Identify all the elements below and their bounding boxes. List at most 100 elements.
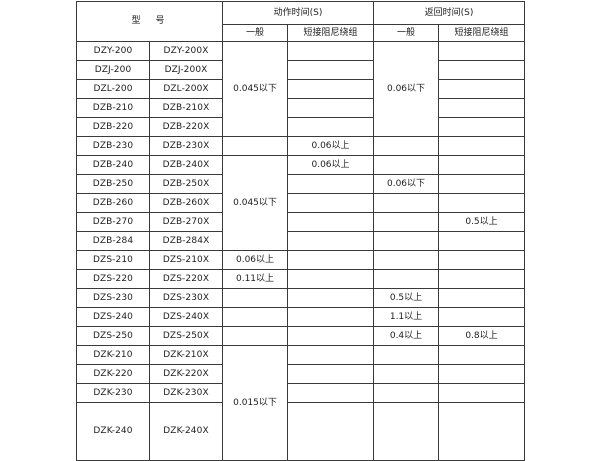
- cell-model-base: DZB-210: [76, 98, 150, 118]
- column-header-action-time: 动作时间(S): [222, 1, 375, 25]
- table-row: DZK-210 DZK-210X 0.015以下: [76, 345, 526, 461]
- cell-return-general: [373, 250, 440, 270]
- table-row: DZB-270 DZB-270X 0.5以上: [76, 212, 526, 232]
- table-header: 型 号 动作时间(S) 返回时间(S) 一般 短接阻尼绕组 一般 短接阻尼绕组: [75, 1, 526, 42]
- cell-model-base: DZB-230: [76, 136, 150, 156]
- cell-action-damping: [287, 402, 375, 461]
- cell-action-damping: [287, 174, 375, 194]
- cell-model-variant: DZB-284X: [148, 231, 224, 251]
- cell-model-base: DZB-250: [76, 174, 150, 194]
- cell-action-damping: [287, 250, 375, 270]
- cell-return-damping: [438, 307, 526, 327]
- cell-model-variant: DZB-250X: [148, 174, 224, 194]
- table-row: DZS-240 DZS-240X 1.1以上: [76, 307, 526, 327]
- table-row: DZB-240 DZB-240X 0.045以下 0.06以上: [76, 155, 526, 251]
- cell-return-general: [373, 345, 440, 365]
- table-row: DZB-230 DZB-230X 0.06以上: [76, 136, 526, 156]
- cell-model-base: DZY-200: [76, 41, 150, 61]
- cell-action-damping: [287, 117, 375, 137]
- cell-return-damping: [438, 250, 526, 270]
- cell-return-general: [373, 269, 440, 289]
- column-header-model: 型 号: [75, 1, 224, 42]
- cell-return-damping: [438, 402, 526, 461]
- cell-model-variant: DZB-210X: [148, 98, 224, 118]
- cell-model-base: DZS-250: [76, 326, 150, 346]
- cell-action-damping: [287, 79, 375, 99]
- cell-model-base: DZS-220: [76, 269, 150, 289]
- cell-return-general: 0.06以下: [373, 41, 440, 137]
- cell-return-damping: [438, 174, 526, 194]
- cell-action-general: [222, 326, 289, 346]
- cell-model-variant: DZK-220X: [148, 364, 224, 384]
- cell-model-variant: DZS-240X: [148, 307, 224, 327]
- cell-model-base: DZK-220: [76, 364, 150, 384]
- relay-timing-table: 型 号 动作时间(S) 返回时间(S) 一般 短接阻尼绕组 一般 短接阻尼绕组 …: [75, 1, 526, 461]
- cell-return-general: 1.1以上: [373, 307, 440, 327]
- column-header-action-general: 一般: [222, 24, 289, 42]
- table-row: DZB-250 DZB-250X 0.06以下: [76, 174, 526, 194]
- table-row: DZS-210 DZS-210X 0.06以上: [76, 250, 526, 270]
- cell-model-variant: DZL-200X: [148, 79, 224, 99]
- cell-return-general: 0.4以上: [373, 326, 440, 346]
- table-row: DZB-260 DZB-260X: [76, 193, 526, 213]
- cell-action-damping: 0.06以上: [287, 155, 375, 175]
- cell-model-base: DZB-240: [76, 155, 150, 175]
- cell-return-general: [373, 136, 440, 156]
- cell-model-base: DZB-270: [76, 212, 150, 232]
- cell-model-base: DZK-210: [76, 345, 150, 365]
- cell-action-damping: [287, 193, 375, 213]
- cell-return-damping: [438, 364, 526, 384]
- cell-model-base: DZB-260: [76, 193, 150, 213]
- cell-return-general: [373, 231, 440, 251]
- cell-action-damping: 0.06以上: [287, 136, 375, 156]
- cell-action-damping: [287, 288, 375, 308]
- cell-action-general: 0.045以下: [222, 155, 289, 251]
- cell-action-general: 0.06以上: [222, 250, 289, 270]
- cell-model-variant: DZS-210X: [148, 250, 224, 270]
- cell-return-general: [373, 193, 440, 213]
- cell-action-general: 0.015以下: [222, 345, 289, 461]
- table-row: DZB-220 DZB-220X: [76, 117, 526, 137]
- column-header-return-time: 返回时间(S): [373, 1, 526, 25]
- table-row: DZS-220 DZS-220X 0.11以上: [76, 269, 526, 289]
- cell-action-damping: [287, 364, 375, 384]
- cell-model-variant: DZB-260X: [148, 193, 224, 213]
- cell-return-damping: [438, 79, 526, 99]
- cell-return-general: 0.06以下: [373, 174, 440, 194]
- cell-return-general: [373, 364, 440, 384]
- cell-model-variant: DZB-240X: [148, 155, 224, 175]
- table-row: DZK-220 DZK-220X: [76, 364, 526, 384]
- column-header-return-damping: 短接阻尼绕组: [438, 24, 526, 42]
- table-body: DZY-200 DZY-200X 0.045以下 0.06以下 DZJ-200 DZJ-2…: [76, 41, 526, 461]
- cell-model-variant: DZS-230X: [148, 288, 224, 308]
- cell-return-damping: [438, 60, 526, 80]
- table-row: DZB-284 DZB-284X: [76, 231, 526, 251]
- cell-return-damping: [438, 117, 526, 137]
- cell-return-damping: 0.5以上: [438, 212, 526, 232]
- cell-model-variant: DZK-210X: [148, 345, 224, 365]
- table-row: DZS-230 DZS-230X 0.5以上: [76, 288, 526, 308]
- cell-action-general: [222, 288, 289, 308]
- table-row: DZK-240 DZK-240X: [76, 402, 526, 461]
- cell-action-damping: [287, 41, 375, 61]
- cell-model-variant: DZB-220X: [148, 117, 224, 137]
- cell-model-variant: DZS-250X: [148, 326, 224, 346]
- cell-return-general: [373, 212, 440, 232]
- column-header-action-damping: 短接阻尼绕组: [287, 24, 375, 42]
- cell-model-base: DZS-210: [76, 250, 150, 270]
- cell-action-damping: [287, 60, 375, 80]
- datasheet-page: 型 号 动作时间(S) 返回时间(S) 一般 短接阻尼绕组 一般 短接阻尼绕组 …: [75, 1, 526, 461]
- cell-model-variant: DZK-240X: [148, 402, 224, 461]
- cell-return-damping: [438, 345, 526, 365]
- table-row: DZB-210 DZB-210X: [76, 98, 526, 118]
- cell-return-damping: [438, 98, 526, 118]
- table-row: DZY-200 DZY-200X 0.045以下 0.06以下: [76, 41, 526, 137]
- cell-model-base: DZK-240: [76, 402, 150, 461]
- cell-action-general: 0.045以下: [222, 41, 289, 137]
- cell-model-base: DZB-220: [76, 117, 150, 137]
- cell-action-damping: [287, 212, 375, 232]
- cell-action-general: [222, 307, 289, 327]
- cell-return-damping: [438, 41, 526, 61]
- cell-action-damping: [287, 98, 375, 118]
- cell-return-general: 0.5以上: [373, 288, 440, 308]
